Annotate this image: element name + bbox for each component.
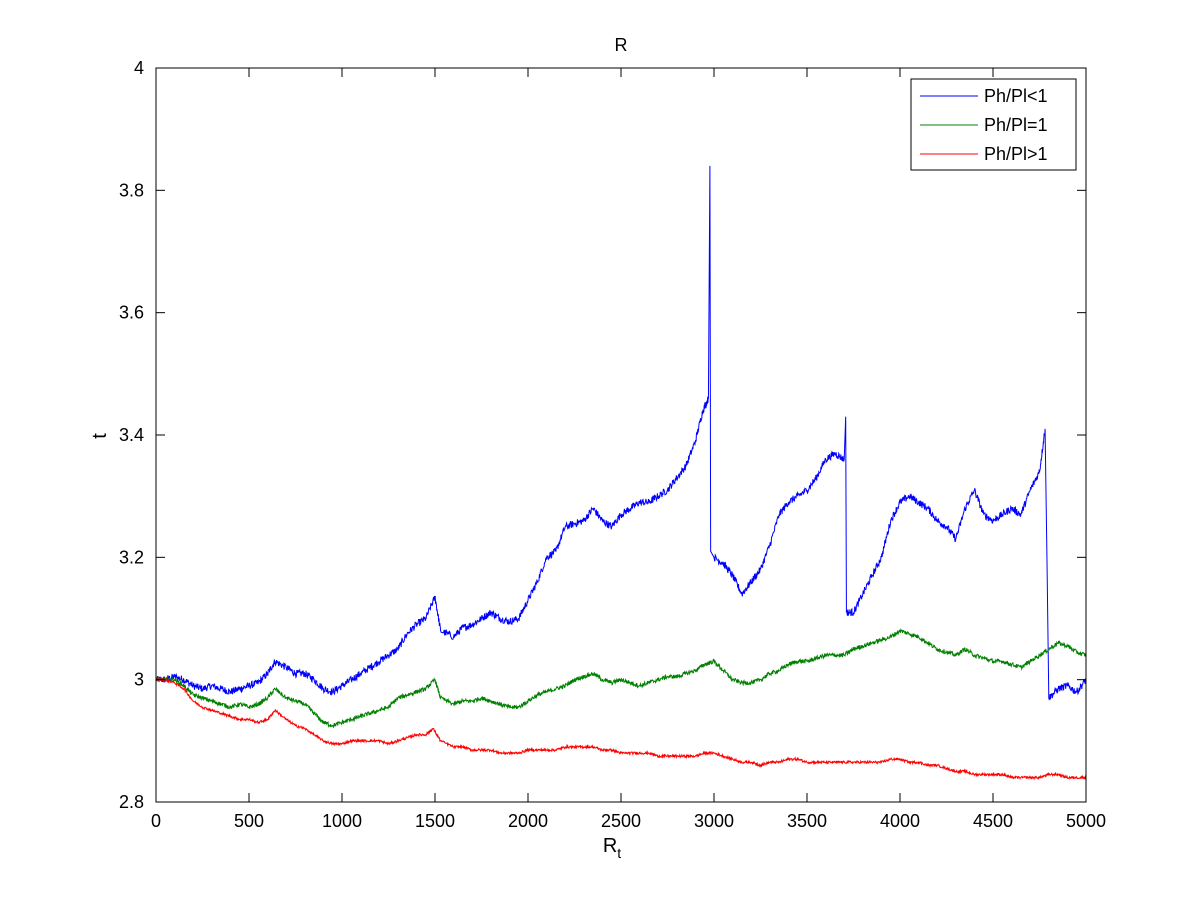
legend-label-3: Ph/Pl>1 [984,144,1048,164]
plot-area [156,68,1086,802]
series-line-1 [155,165,1087,701]
legend-label-2: Ph/Pl=1 [984,115,1048,135]
x-axis-label-main: R [603,835,617,857]
y-axis-label: t [89,433,111,439]
x-tick-label: 5000 [1066,811,1106,831]
series-line-2 [155,628,1087,729]
y-tick-label: 3.6 [119,303,144,323]
y-tick-label: 3 [134,670,144,690]
legend-entries: Ph/Pl<1 Ph/Pl=1 Ph/Pl>1 [920,86,1048,164]
x-tick-label: 4000 [880,811,920,831]
x-tick-label: 3000 [694,811,734,831]
x-axis-label-subscript: t [617,845,621,861]
x-tick-label: 2500 [601,811,641,831]
x-tick-label: 4500 [973,811,1013,831]
x-tick-label: 0 [151,811,161,831]
y-tick-label: 3.8 [119,180,144,200]
series-layer [155,165,1087,781]
x-axis-ticks: 0 500 1000 1500 2000 2500 3000 3500 4000 4500 5000 [151,68,1106,831]
x-axis-label: Rt [603,835,621,861]
x-tick-label: 1000 [322,811,362,831]
legend-label-1: Ph/Pl<1 [984,86,1048,106]
y-axis-ticks: 2.8 3 3.2 3.4 3.6 3.8 4 [119,58,1086,812]
y-tick-label: 3.2 [119,547,144,567]
legend: Ph/Pl<1 Ph/Pl=1 Ph/Pl>1 [910,78,1077,171]
chart-title: R [615,35,628,55]
y-tick-label: 3.4 [119,425,144,445]
y-tick-label: 2.8 [119,792,144,812]
x-tick-label: 2000 [508,811,548,831]
series-line-3 [155,676,1087,781]
x-tick-label: 1500 [415,811,455,831]
y-tick-label: 4 [134,58,144,78]
x-tick-label: 500 [234,811,264,831]
x-tick-label: 3500 [787,811,827,831]
